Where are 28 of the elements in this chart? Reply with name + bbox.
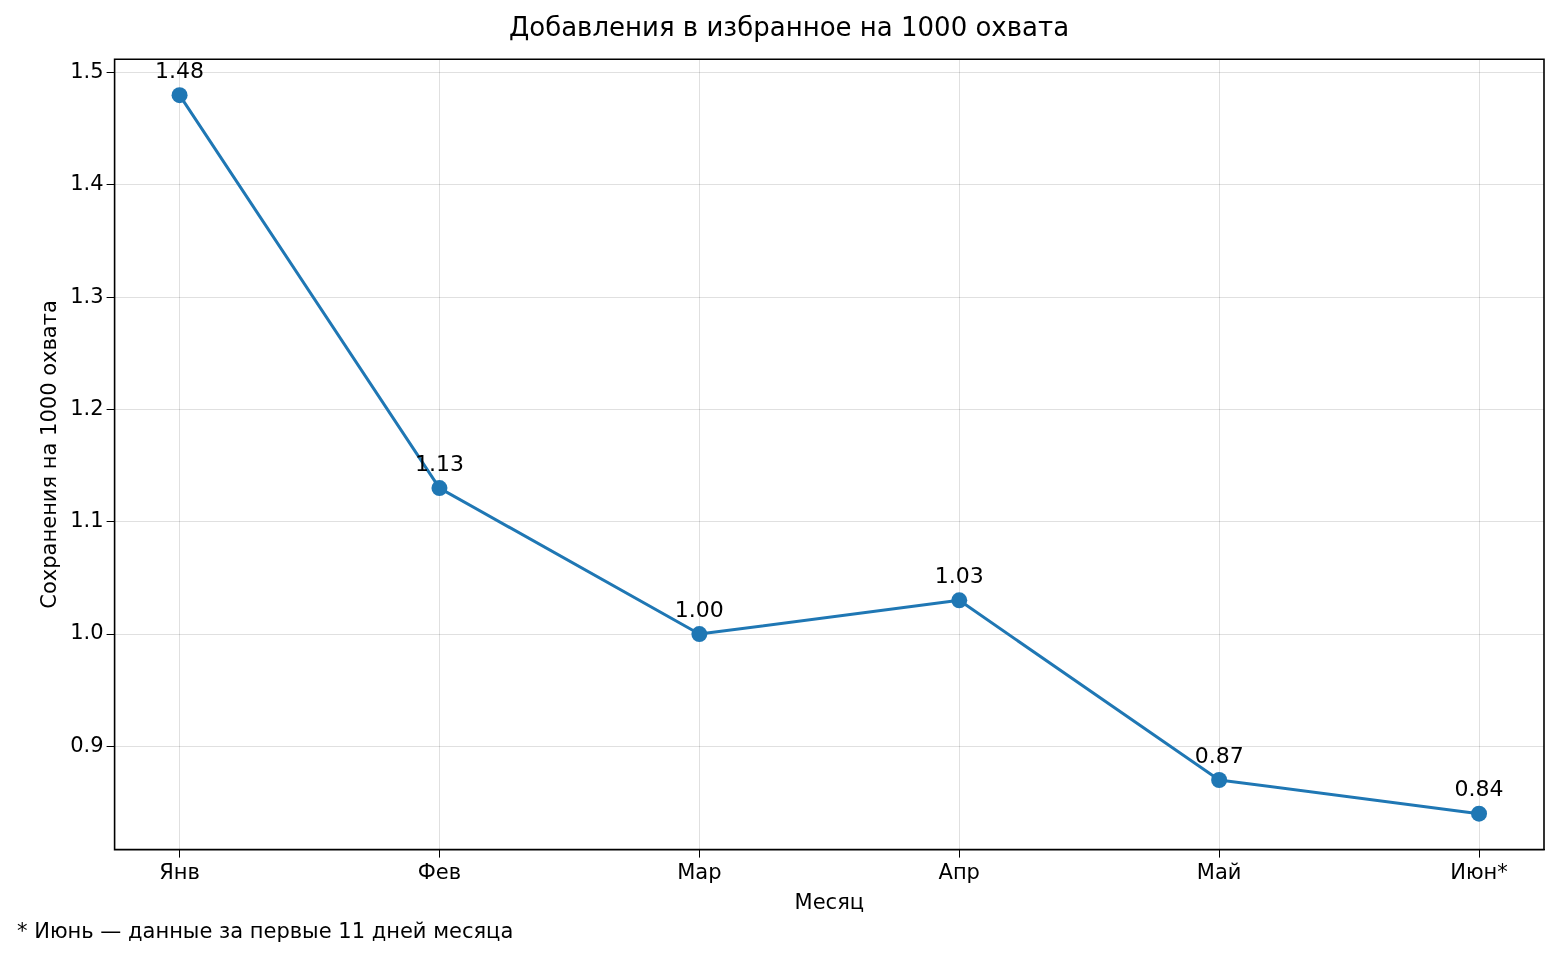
- y-tick-label: 1.2: [70, 395, 104, 420]
- y-axis-title: Сохранения на 1000 охвата: [37, 300, 62, 609]
- chart-title: Добавления в избранное на 1000 охвата: [508, 12, 1070, 43]
- data-label: 1.48: [155, 57, 205, 83]
- point: [431, 480, 448, 497]
- x-tick-label: Фев: [417, 859, 462, 884]
- x-tick-label: Май: [1196, 859, 1242, 884]
- point: [951, 592, 968, 609]
- text: * Июнь — данные за первые 11 дней месяца: [17, 919, 514, 943]
- y-tick-label: 1.4: [70, 171, 104, 196]
- data-label: 0.87: [1194, 742, 1244, 768]
- x-axis-title: Месяц: [794, 889, 865, 914]
- x-tick-label: Июн*: [1450, 859, 1508, 884]
- y-tick-label: 1.5: [70, 59, 104, 84]
- point: [691, 626, 708, 643]
- point: [1211, 771, 1228, 788]
- x-tick-label: Апр: [938, 859, 980, 884]
- data-label: 1.03: [934, 563, 984, 589]
- y-tick-label: 1.0: [70, 620, 104, 645]
- y-tick-label: 1.1: [70, 508, 104, 533]
- data-label: 1.00: [674, 596, 724, 622]
- x-tick-label: Янв: [159, 859, 200, 884]
- point: [171, 87, 188, 104]
- y-tick-label: 0.9: [70, 732, 104, 757]
- data-label: 0.84: [1454, 776, 1504, 802]
- y-tick-label: 1.3: [70, 283, 104, 308]
- x-tick-label: Мар: [677, 859, 722, 884]
- point: [1471, 805, 1488, 822]
